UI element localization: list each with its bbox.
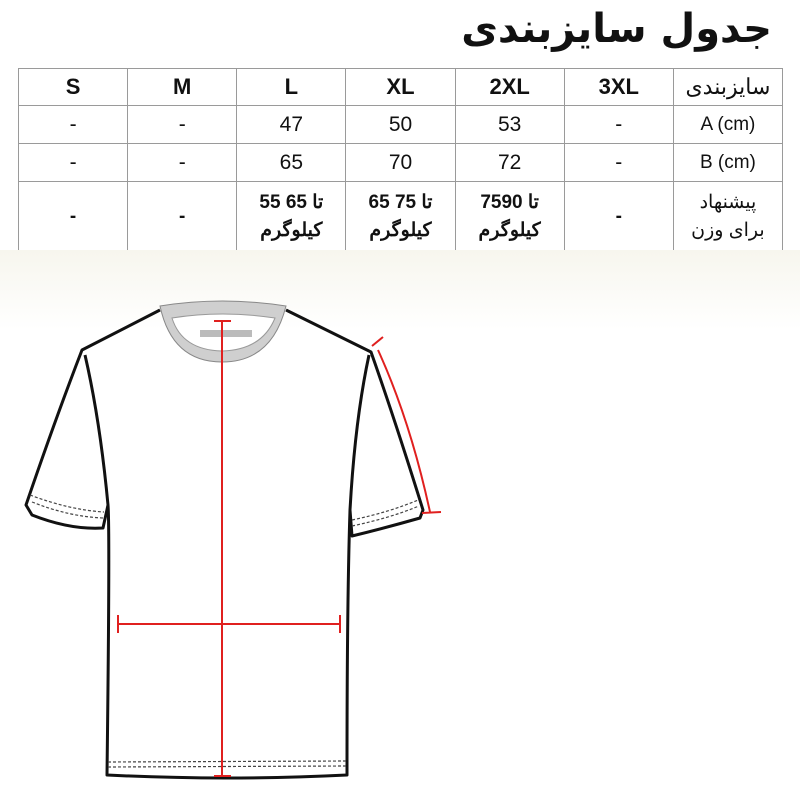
cell: -	[127, 143, 238, 182]
cell: -	[563, 105, 674, 144]
size-s: S	[17, 68, 129, 106]
cell: 50	[345, 105, 456, 144]
left-sleeve	[24, 308, 161, 530]
sleeve-measure-line	[371, 336, 442, 514]
row-label-line2: برای وزن	[691, 220, 765, 241]
table-row: - - 55 تا 65 کیلوگرم 65 تا 75 کیلوگرم 75تا…	[17, 181, 784, 253]
right-sleeve	[285, 308, 425, 538]
row-label-line1: پیشنهاد	[699, 192, 757, 213]
cell: -	[563, 143, 674, 182]
weight-unit: کیلوگرم	[260, 220, 323, 241]
cell: 72	[454, 143, 565, 182]
tshirt-outline	[24, 308, 425, 780]
size-m: M	[127, 68, 238, 106]
size-l: L	[236, 68, 347, 106]
header-label: سایزبندی	[672, 68, 784, 106]
table-row: - - 47 50 53 - A (cm)	[17, 105, 784, 144]
cell: -	[17, 105, 129, 144]
weight-unit: کیلوگرم	[369, 220, 432, 241]
background-fade	[0, 250, 800, 330]
width-measure-line	[117, 615, 341, 633]
neck-label	[200, 330, 252, 337]
cell: 75تا 90 کیلوگرم	[454, 181, 565, 253]
row-label: A (cm)	[672, 105, 784, 144]
weight-range: 65 تا 75	[368, 192, 433, 213]
page-title: جدول سایزبندی	[461, 6, 772, 52]
length-measure-line	[214, 320, 231, 777]
weight-range: -	[179, 206, 186, 227]
weight-range: 75تا 90	[480, 192, 539, 213]
measure-lines	[117, 320, 442, 777]
table-header-row: S M L XL 2XL 3XL سایزبندی	[17, 68, 784, 106]
weight-range: 55 تا 65	[259, 192, 324, 213]
cell: -	[17, 181, 129, 253]
cell: 55 تا 65 کیلوگرم	[236, 181, 347, 253]
weight-unit: کیلوگرم	[478, 220, 541, 241]
cell: 65	[236, 143, 347, 182]
weight-range: -	[615, 206, 622, 227]
size-table: S M L XL 2XL 3XL سایزبندی - - 47 50 53 -…	[17, 68, 784, 253]
weight-range: -	[69, 206, 77, 227]
cell: -	[127, 105, 238, 144]
cell: -	[17, 143, 129, 182]
stitching	[29, 494, 420, 768]
table-row: - - 65 70 72 - B (cm)	[17, 143, 784, 182]
body	[105, 504, 352, 780]
size-3xl: 3XL	[563, 68, 674, 106]
